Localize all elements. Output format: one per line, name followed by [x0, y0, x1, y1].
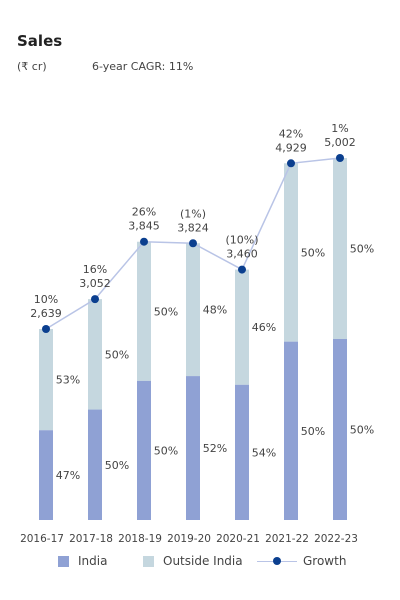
- growth-label-2021-22: 42%: [279, 127, 303, 140]
- x-tick-2021-22: 2021-22: [265, 533, 309, 545]
- x-tick-2019-20: 2019-20: [167, 533, 211, 545]
- growth-label-2019-20: (1%): [180, 207, 206, 220]
- growth-point-2020-21: [238, 265, 246, 274]
- growth-point-2022-23: [336, 154, 344, 162]
- bar-outside-india-2019-20: [186, 243, 200, 377]
- x-tick-2018-19: 2018-19: [118, 533, 162, 545]
- bar-outside-india-2018-19: [137, 241, 151, 381]
- bar-india-2016-17: [39, 430, 53, 520]
- legend-item-india: India: [58, 554, 107, 568]
- legend-label-growth: Growth: [303, 554, 347, 568]
- chart-title: Sales: [17, 32, 63, 50]
- total-label-2020-21: 3,460: [226, 248, 258, 261]
- legend-item-outside-india: Outside India: [143, 554, 243, 568]
- x-tick-2022-23: 2022-23: [314, 533, 358, 545]
- legend-label-india: India: [78, 554, 108, 568]
- legend-item-growth: Growth: [257, 554, 346, 568]
- bar-outside-india-2020-21: [235, 269, 249, 385]
- total-label-2022-23: 5,002: [324, 136, 356, 149]
- label-outside-india-2022-23: 50%: [350, 243, 374, 256]
- bar-india-2021-22: [284, 341, 298, 520]
- bar-outside-india-2016-17: [39, 329, 53, 431]
- legend-label-outside-india: Outside India: [163, 554, 243, 568]
- growth-label-2020-21: (10%): [225, 234, 258, 247]
- label-india-2016-17: 47%: [56, 469, 80, 482]
- growth-point-2016-17: [42, 325, 50, 334]
- bar-india-2019-20: [186, 376, 200, 520]
- label-outside-india-2020-21: 46%: [252, 321, 276, 334]
- growth-label-2018-19: 26%: [132, 206, 156, 219]
- bar-outside-india-2022-23: [333, 158, 347, 339]
- growth-point-2017-18: [91, 295, 99, 304]
- label-india-2020-21: 54%: [252, 446, 276, 459]
- total-label-2016-17: 2,639: [30, 307, 62, 320]
- growth-label-2016-17: 10%: [34, 293, 58, 306]
- label-india-2022-23: 50%: [350, 424, 374, 437]
- growth-label-2017-18: 16%: [83, 263, 107, 276]
- bar-india-2018-19: [137, 380, 151, 520]
- growth-point-2021-22: [287, 159, 295, 168]
- label-outside-india-2016-17: 53%: [56, 374, 80, 387]
- legend-swatch-india: [58, 555, 69, 567]
- label-india-2018-19: 50%: [154, 444, 178, 457]
- bar-outside-india-2021-22: [284, 163, 298, 342]
- growth-point-2019-20: [189, 239, 197, 248]
- growth-point-2018-19: [140, 237, 148, 246]
- bar-india-2020-21: [235, 384, 249, 520]
- legend-swatch-outside-india: [143, 555, 154, 567]
- bar-outside-india-2017-18: [88, 299, 102, 410]
- label-outside-india-2019-20: 48%: [203, 304, 227, 317]
- total-label-2019-20: 3,824: [177, 221, 209, 234]
- growth-label-2022-23: 1%: [331, 122, 348, 135]
- cagr-label: 6-year CAGR: 11%: [92, 60, 194, 73]
- total-label-2021-22: 4,929: [275, 141, 307, 154]
- bar-india-2017-18: [88, 409, 102, 520]
- total-label-2017-18: 3,052: [79, 277, 111, 290]
- label-india-2021-22: 50%: [301, 425, 325, 438]
- label-india-2019-20: 52%: [203, 442, 227, 455]
- x-tick-2017-18: 2017-18: [69, 533, 113, 545]
- unit-label: (₹ cr): [17, 60, 47, 73]
- label-outside-india-2017-18: 50%: [105, 348, 129, 361]
- total-label-2018-19: 3,845: [128, 220, 160, 233]
- x-tick-2020-21: 2020-21: [216, 533, 260, 545]
- legend-growth-key: [257, 555, 297, 567]
- label-india-2017-18: 50%: [105, 459, 129, 472]
- legend: India Outside India Growth: [0, 554, 400, 574]
- legend-growth-dot: [273, 557, 281, 565]
- bar-india-2022-23: [333, 339, 347, 520]
- label-outside-india-2018-19: 50%: [154, 305, 178, 318]
- x-tick-2016-17: 2016-17: [20, 533, 64, 545]
- label-outside-india-2021-22: 50%: [301, 246, 325, 259]
